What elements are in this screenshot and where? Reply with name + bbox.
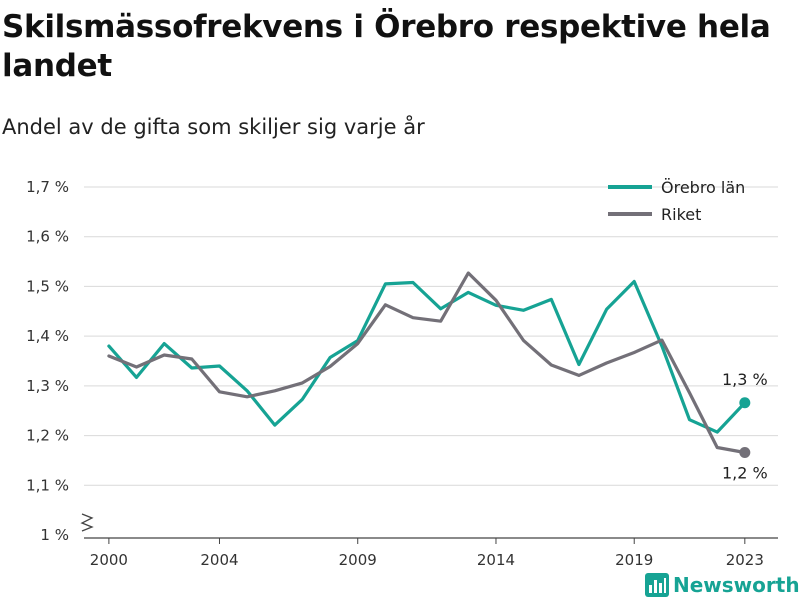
y-tick-label: 1,7 % bbox=[26, 178, 69, 196]
x-tick-label: 2014 bbox=[477, 551, 515, 569]
axis-break-icon bbox=[80, 513, 94, 532]
x-tick-label: 2000 bbox=[90, 551, 128, 569]
bar-chart-icon bbox=[645, 573, 669, 597]
series-end-marker-0 bbox=[739, 397, 751, 409]
series-end-label-1: 1,2 % bbox=[722, 463, 768, 482]
x-tick-label: 2023 bbox=[726, 551, 764, 569]
y-tick-label: 1,1 % bbox=[26, 476, 69, 494]
x-tick-label: 2019 bbox=[615, 551, 653, 569]
series-end-label-0: 1,3 % bbox=[722, 370, 768, 389]
legend-label-orebro: Örebro län bbox=[661, 178, 745, 197]
chart-title: Skilsmässofrekvens i Örebro respektive h… bbox=[2, 9, 771, 84]
y-tick-label: 1,2 % bbox=[26, 427, 69, 445]
chart-subtitle: Andel av de gifta som skiljer sig varje … bbox=[2, 115, 425, 139]
y-tick-label: 1,3 % bbox=[26, 377, 69, 395]
series-line-1 bbox=[107, 271, 747, 455]
series-end-marker-1 bbox=[739, 446, 751, 458]
y-tick-label: 1 % bbox=[40, 526, 69, 544]
legend: Örebro län Riket bbox=[608, 178, 745, 224]
grid-layer bbox=[84, 186, 778, 486]
brand-name: Newsworthy bbox=[673, 573, 800, 597]
x-tick-label: 2004 bbox=[200, 551, 238, 569]
series-layer: 1,3 % 1,2 % bbox=[107, 271, 768, 482]
y-tick-label: 1,5 % bbox=[26, 277, 69, 295]
newsworthy-logo: Newsworthy bbox=[645, 570, 800, 600]
x-tick-label: 2009 bbox=[339, 551, 377, 569]
legend-label-riket: Riket bbox=[661, 205, 701, 224]
axis-layer: 1 % 1,1 % 1,2 % 1,3 % 1,4 % 1,5 % 1,6 % 1,7 % 20… bbox=[26, 178, 778, 569]
y-tick-label: 1,4 % bbox=[26, 327, 69, 345]
y-tick-label: 1,6 % bbox=[26, 228, 69, 246]
series-line-0 bbox=[107, 279, 747, 434]
